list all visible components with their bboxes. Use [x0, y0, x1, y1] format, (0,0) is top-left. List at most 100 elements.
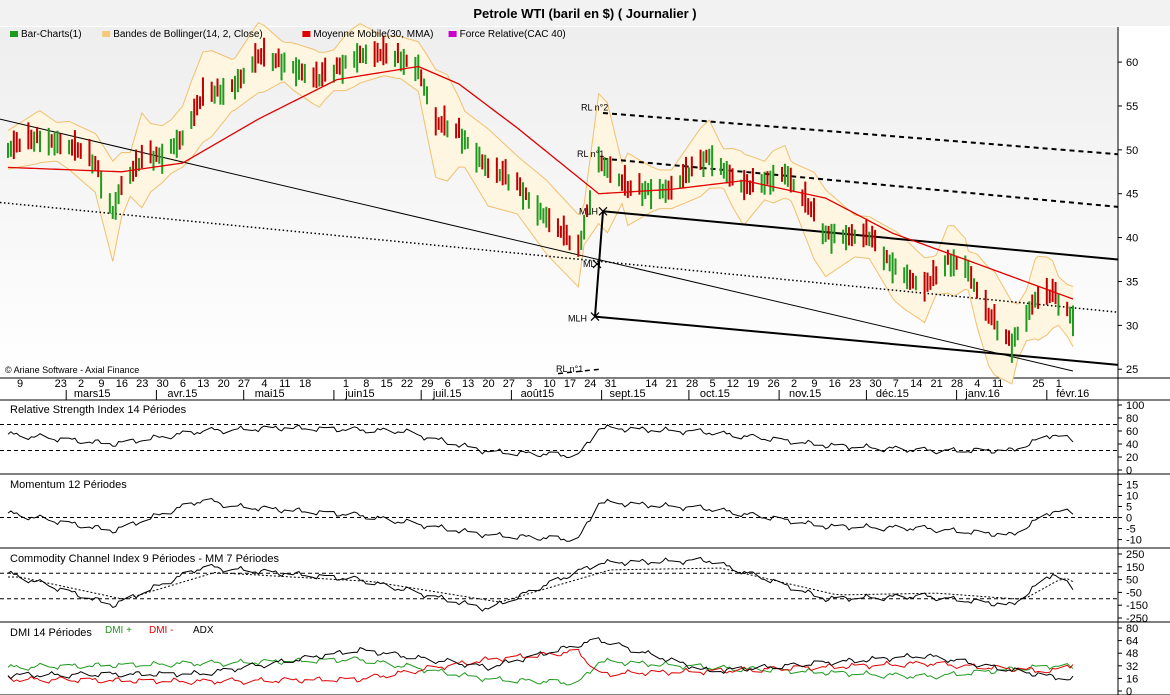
x-tick-label: 15: [381, 378, 393, 390]
y-tick-label: 150: [1126, 562, 1144, 574]
x-month-label: avr.15: [167, 388, 197, 400]
x-month-label: janv.16: [964, 388, 1000, 400]
x-month-label: nov.15: [789, 388, 821, 400]
legend-entry: Moyenne Mobile(30, MMA): [313, 29, 433, 40]
annotation-label: RL n°2: [581, 103, 608, 113]
x-tick-label: 16: [116, 378, 128, 390]
dmi-legend-entry: DMI -: [149, 625, 173, 636]
indicator-series-line: [7, 497, 1074, 542]
x-month-label: juil.15: [432, 388, 462, 400]
legend-swatch: [302, 31, 311, 37]
y-tick-label: 250: [1126, 549, 1144, 561]
momentum-pane-background: [0, 476, 1118, 548]
cci-moving-average-line: [8, 567, 1074, 603]
annotation-label: MLH: [568, 313, 587, 323]
pivot-marker: [598, 206, 608, 216]
legend-entry: Bandes de Bollinger(14, 2, Close): [113, 29, 263, 40]
y-tick-label: 30: [1126, 320, 1138, 332]
y-tick-label: -10: [1126, 535, 1142, 547]
x-month-label: mars15: [74, 388, 111, 400]
x-tick-label: 11: [992, 378, 1003, 390]
x-tick-label: 30: [869, 378, 881, 390]
x-tick-label: 23: [849, 378, 861, 390]
x-tick-label: 3: [526, 378, 532, 390]
indicator-series-line: [7, 424, 1074, 458]
pitchfork-handle: [594, 211, 604, 317]
x-month-label: juin15: [344, 388, 374, 400]
y-tick-label: 16: [1126, 673, 1138, 685]
x-tick-label: 2: [791, 378, 797, 390]
x-tick-label: 30: [156, 378, 168, 390]
legend-swatch: [448, 31, 457, 37]
x-tick-label: 6: [180, 378, 186, 390]
x-tick-label: 9: [98, 378, 104, 390]
x-tick-label: 9: [17, 378, 23, 390]
y-tick-label: 50: [1126, 575, 1138, 587]
x-tick-label: 23: [136, 378, 148, 390]
x-tick-label: 24: [584, 378, 596, 390]
indicator-series-line: [7, 556, 1074, 612]
legend-swatch: [10, 31, 18, 37]
x-month-label: déc.15: [876, 388, 909, 400]
annotation-label: ML: [583, 259, 596, 269]
annotation-label: RL n°1: [577, 149, 604, 159]
annotation-label: RL n°1: [556, 364, 583, 374]
y-tick-label: 50: [1126, 145, 1138, 157]
x-month-label: sept.15: [610, 388, 646, 400]
x-month-label: mai15: [255, 388, 285, 400]
chart-title: Petrole WTI (baril en $) ( Journalier ): [473, 6, 696, 21]
x-tick-label: 2: [78, 378, 84, 390]
y-tick-label: 5: [1126, 501, 1132, 513]
indicator-title: Commodity Channel Index 9 Périodes - MM …: [10, 553, 280, 565]
y-tick-label: 35: [1126, 276, 1138, 288]
y-tick-label: 100: [1126, 400, 1144, 412]
x-tick-label: 6: [445, 378, 451, 390]
x-tick-label: 8: [363, 378, 369, 390]
legend-entry: Bar-Charts(1): [21, 29, 82, 40]
y-tick-label: 80: [1126, 413, 1138, 425]
y-tick-label: 64: [1126, 636, 1138, 648]
x-tick-label: 9: [811, 378, 817, 390]
x-month-label: oct.15: [700, 388, 730, 400]
x-tick-label: 13: [462, 378, 474, 390]
dmi-legend-entry: ADX: [193, 625, 214, 636]
x-tick-label: 29: [421, 378, 433, 390]
y-tick-label: 20: [1126, 452, 1138, 464]
long-trendline: [0, 118, 1074, 372]
indicator-series-line: [7, 637, 1074, 681]
pivot-marker: [592, 259, 602, 269]
y-tick-label: 48: [1126, 648, 1138, 660]
x-tick-label: 21: [930, 378, 942, 390]
y-tick-label: 80: [1126, 623, 1138, 635]
pivot-marker: [590, 312, 600, 321]
indicator-title: Momentum 12 Périodes: [10, 479, 127, 491]
bollinger-upper-line: [7, 21, 1074, 305]
pitchfork-upper: [602, 210, 1119, 261]
x-tick-label: 27: [238, 378, 250, 390]
y-tick-label: -50: [1126, 587, 1142, 599]
x-month-label: févr.16: [1056, 388, 1089, 400]
x-tick-label: 31: [605, 378, 617, 390]
x-tick-label: 21: [666, 378, 678, 390]
x-tick-label: 13: [197, 378, 209, 390]
y-tick-label: -250: [1126, 613, 1148, 625]
x-tick-label: 19: [747, 378, 759, 390]
x-tick-label: 26: [768, 378, 780, 390]
legend-swatch: [102, 31, 111, 37]
y-tick-label: -150: [1126, 600, 1148, 612]
x-tick-label: 12: [727, 378, 739, 390]
x-tick-label: 14: [645, 378, 657, 390]
pitchfork-lower: [594, 315, 1119, 366]
rsi-pane-background: [0, 401, 1118, 474]
y-tick-label: 0: [1126, 686, 1132, 695]
moving-average-line: [7, 65, 1074, 300]
x-tick-label: 7: [893, 378, 899, 390]
y-tick-label: 40: [1126, 439, 1138, 451]
indicator-title: Relative Strength Index 14 Périodes: [10, 404, 187, 416]
x-tick-label: 1: [1056, 378, 1062, 390]
x-tick-label: 28: [951, 378, 963, 390]
x-tick-label: 4: [974, 378, 980, 390]
x-month-label: août15: [521, 388, 555, 400]
